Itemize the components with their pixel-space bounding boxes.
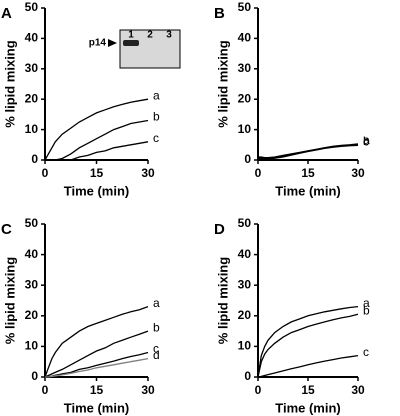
panel-label: B: [214, 5, 225, 22]
curve-label: b: [153, 320, 160, 334]
y-tick-label: 50: [238, 216, 252, 230]
x-tick-label: 0: [42, 166, 49, 180]
band-label: p14: [89, 38, 107, 49]
curve-label: c: [363, 135, 369, 149]
curve: [44, 305, 149, 378]
curve-label: a: [153, 296, 160, 310]
curve: [257, 354, 359, 378]
y-tick-label: 20: [238, 308, 252, 322]
x-tick-label: 15: [301, 383, 315, 397]
curve-label: a: [153, 88, 160, 102]
curve-label: c: [153, 342, 159, 356]
x-axis-label: Time (min): [64, 400, 130, 415]
x-tick-label: 0: [255, 166, 262, 180]
curve-label: b: [153, 110, 160, 124]
curve: [45, 357, 149, 378]
x-tick-label: 15: [90, 383, 104, 397]
y-tick-label: 40: [238, 31, 252, 45]
x-axis-label: Time (min): [275, 183, 341, 198]
y-tick-label: 20: [25, 308, 39, 322]
y-tick-label: 40: [238, 247, 252, 261]
lane-label: 1: [128, 30, 134, 41]
y-tick-label: 0: [244, 152, 251, 166]
curve: [45, 119, 149, 161]
curve-label: c: [363, 345, 369, 359]
x-axis-label: Time (min): [64, 183, 130, 198]
y-tick-label: 50: [25, 0, 39, 14]
panel-label: D: [214, 221, 225, 238]
y-tick-label: 50: [238, 0, 252, 14]
lane-label: 2: [147, 30, 153, 41]
x-tick-label: 0: [255, 383, 262, 397]
x-tick-label: 15: [301, 166, 315, 180]
band-arrow: [108, 39, 117, 47]
y-tick-label: 10: [238, 122, 252, 136]
x-tick-label: 30: [351, 383, 365, 397]
curve: [45, 141, 149, 161]
gel-band: [123, 40, 139, 46]
y-tick-label: 30: [238, 61, 252, 75]
curve: [257, 305, 359, 378]
y-tick-label: 30: [238, 277, 252, 291]
x-tick-label: 30: [141, 166, 155, 180]
curve-label: b: [363, 303, 370, 317]
y-tick-label: 20: [25, 91, 39, 105]
lane-label: 3: [166, 30, 172, 41]
curve: [257, 144, 359, 160]
y-axis-label: % lipid mixing: [215, 40, 230, 127]
curve-label: c: [153, 131, 159, 145]
curve: [257, 313, 359, 378]
curve: [44, 98, 149, 161]
curve: [45, 351, 149, 378]
y-axis-label: % lipid mixing: [2, 40, 17, 127]
y-tick-label: 0: [31, 152, 38, 166]
x-tick-label: 30: [351, 166, 365, 180]
x-tick-label: 0: [42, 383, 49, 397]
panel-label: C: [1, 221, 12, 238]
curve-label: b: [363, 134, 370, 148]
curve: [44, 330, 149, 378]
y-tick-label: 30: [25, 277, 39, 291]
y-tick-label: 10: [238, 339, 252, 353]
x-tick-label: 30: [141, 383, 155, 397]
y-axis-label: % lipid mixing: [2, 257, 17, 344]
y-tick-label: 20: [238, 91, 252, 105]
x-tick-label: 15: [90, 166, 104, 180]
y-tick-label: 0: [31, 369, 38, 383]
x-axis-label: Time (min): [275, 400, 341, 415]
y-tick-label: 30: [25, 61, 39, 75]
y-tick-label: 40: [25, 247, 39, 261]
y-axis-label: % lipid mixing: [215, 257, 230, 344]
inset-gel: [119, 29, 181, 69]
curve-label: a: [363, 296, 370, 310]
y-tick-label: 0: [244, 369, 251, 383]
y-tick-label: 10: [25, 122, 39, 136]
panel-label: A: [1, 5, 12, 22]
curve-label: a: [363, 133, 370, 147]
y-tick-label: 10: [25, 339, 39, 353]
y-tick-label: 40: [25, 31, 39, 45]
y-tick-label: 50: [25, 216, 39, 230]
curve-label: d: [153, 348, 160, 362]
